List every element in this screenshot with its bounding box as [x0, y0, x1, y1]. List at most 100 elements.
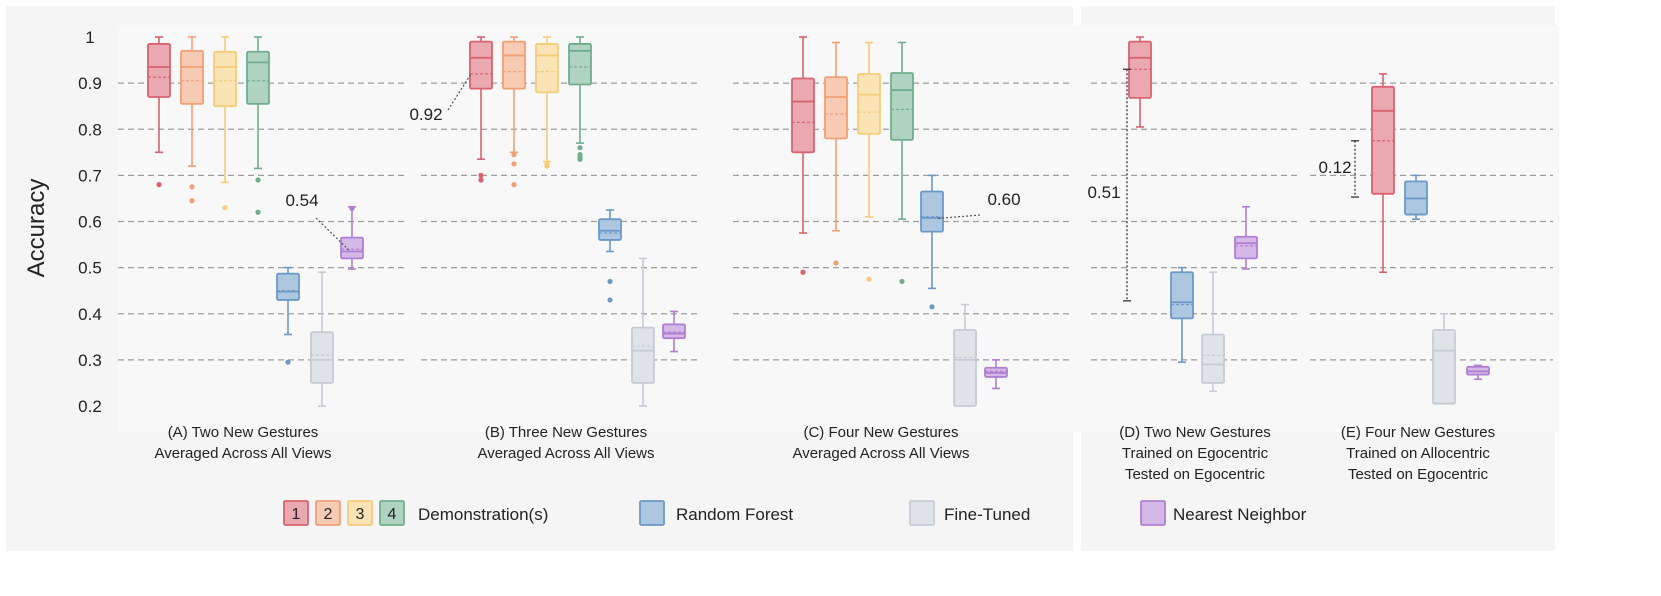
panel-captions: (A) Two New Gestures Averaged Across All …: [154, 424, 1495, 483]
box-iqr: [502, 40, 526, 90]
y-axis-label: Accuracy: [23, 179, 50, 278]
box-iqr: [469, 40, 493, 90]
legend-label: Nearest Neighbor: [1173, 505, 1307, 524]
y-tick-label: 0.6: [78, 213, 102, 232]
panel-a: 0.54: [147, 36, 364, 407]
caption-line: (C) Four New Gestures: [803, 424, 958, 441]
box-iqr: [180, 49, 204, 105]
caption-letter: (A): [168, 424, 192, 441]
panel-b: 0.92: [409, 36, 686, 407]
box-iqr: [953, 328, 977, 407]
box-iqr: [310, 331, 334, 384]
box-iqr: [920, 190, 944, 233]
box-random-forest: [1170, 266, 1194, 363]
annotation-value: 0.12: [1318, 158, 1351, 177]
outlier-point: [255, 209, 261, 215]
outlier-point: [577, 156, 583, 162]
box-demo-2: [824, 41, 848, 266]
box-random-forest: [920, 174, 944, 310]
legend-swatch-demo-2: 2: [315, 500, 341, 526]
annotation: 0.54: [285, 191, 351, 252]
box-demo-1: [469, 36, 493, 183]
box-nearest-neighbor: [340, 205, 364, 270]
box-iqr: [631, 326, 655, 384]
annotation-leader: [936, 214, 981, 220]
box-iqr: [824, 76, 848, 140]
panel-e: 0.12: [1318, 73, 1490, 405]
annotation-value: 0.92: [409, 105, 442, 124]
outlier-point: [899, 278, 905, 285]
outlier-point: [929, 304, 935, 310]
box-iqr: [662, 323, 686, 340]
legend-swatch-demo-3: 3: [347, 500, 373, 526]
box-iqr: [213, 50, 237, 108]
box-nearest-neighbor: [984, 359, 1008, 390]
box-iqr: [276, 272, 300, 301]
box-fine-tuned: [631, 257, 655, 407]
legend-swatch: [347, 500, 373, 526]
box-demo-2: [502, 36, 526, 188]
annotation: 0.60: [936, 190, 1021, 220]
box-demo-1: [147, 36, 171, 188]
outlier-point: [511, 152, 517, 158]
y-tick-label: 0.4: [78, 305, 102, 324]
legend-number: 2: [324, 506, 333, 523]
caption-title: Three New Gestures: [509, 424, 647, 441]
box-iqr: [535, 43, 559, 94]
box-iqr: [890, 72, 914, 141]
caption-line: Trained on Egocentric: [1122, 445, 1269, 462]
caption-title: Two New Gestures: [192, 424, 319, 441]
legend-label: Random Forest: [676, 505, 793, 524]
caption-panel-e: (E) Four New Gestures Trained on Allocent…: [1341, 424, 1495, 483]
box-demo-3: [535, 36, 559, 169]
y-tick-label: 0.8: [78, 120, 102, 139]
annotation-leader: [447, 73, 472, 111]
box-iqr: [857, 73, 881, 135]
caption-title: Four New Gestures: [828, 424, 958, 441]
box-iqr: [1234, 235, 1258, 260]
box-demo-3: [213, 36, 237, 211]
outlier-point: [478, 172, 484, 178]
box-iqr: [147, 43, 171, 98]
caption-panel-a: (A) Two New Gestures Averaged Across All …: [154, 424, 331, 462]
legend-swatch: [283, 500, 309, 526]
box-demo-2: [180, 36, 204, 204]
box-demo-1: [1371, 73, 1395, 274]
legend-item-nearest-neighbor: Nearest Neighbor: [1140, 500, 1307, 526]
panel-d: 0.51: [1087, 36, 1258, 393]
legend-swatch-demo-1: 1: [283, 500, 309, 526]
box-demo-4: [568, 36, 592, 162]
caption-line: Tested on Egocentric: [1125, 466, 1266, 483]
box-iqr: [791, 77, 815, 154]
annotation-value: 0.60: [987, 190, 1020, 209]
outlier-point: [800, 269, 806, 275]
box-iqr: [246, 50, 270, 105]
legend-item-fine-tuned: Fine-Tuned: [909, 500, 1030, 526]
caption-line: (D) Two New Gestures: [1119, 424, 1270, 441]
legend-swatch: [379, 500, 405, 526]
outlier-point: [189, 198, 195, 204]
annotation-bracket: 0.12: [1318, 140, 1359, 198]
outlier-point: [511, 182, 517, 188]
annotation-value: 0.51: [1087, 183, 1120, 202]
caption-line: (B) Three New Gestures: [485, 424, 647, 441]
y-tick-label: 0.2: [78, 397, 102, 416]
box-iqr: [598, 218, 622, 241]
caption-line: Trained on Allocentric: [1346, 445, 1490, 462]
outlier-point: [189, 184, 195, 190]
caption-panel-c: (C) Four New Gestures Averaged Across All…: [792, 424, 969, 462]
annotation-bracket: 0.51: [1087, 68, 1131, 302]
caption-letter: (C): [803, 424, 828, 441]
outlier-point: [349, 205, 355, 212]
outlier-point: [478, 177, 484, 183]
legend: 1 2 3 4 Demonstration(s) Random Forest Fine-Tu…: [283, 500, 1307, 526]
caption-letter: (E): [1341, 424, 1365, 441]
caption-line: Averaged Across All Views: [477, 445, 654, 462]
y-tick-label: 0.3: [78, 351, 102, 370]
caption-title: Two New Gestures: [1144, 424, 1271, 441]
y-tick-label: 1: [85, 28, 94, 47]
box-fine-tuned: [1432, 312, 1456, 405]
caption-line: Tested on Egocentric: [1348, 466, 1489, 483]
y-tick-label: 0.7: [78, 166, 102, 185]
